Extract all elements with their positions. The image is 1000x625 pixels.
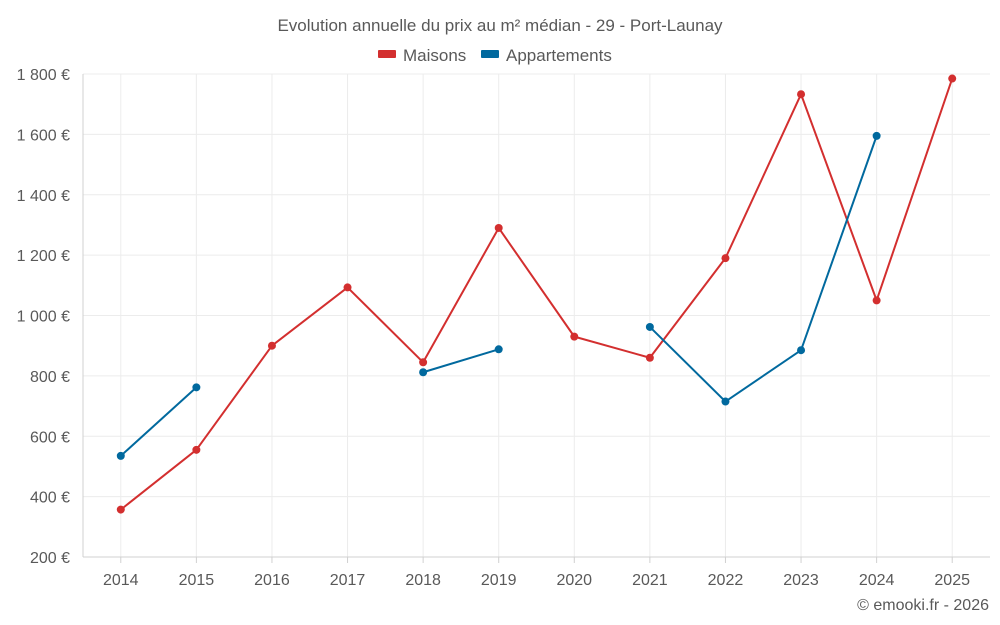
data-point-appartements[interactable] xyxy=(116,451,125,460)
y-tick-label: 1 000 € xyxy=(17,309,70,326)
data-point-maisons[interactable] xyxy=(645,353,654,362)
data-point-maisons[interactable] xyxy=(116,505,125,514)
x-tick-label: 2018 xyxy=(405,572,441,589)
x-tick-label: 2017 xyxy=(330,572,366,589)
series-line-appartements xyxy=(422,348,499,374)
data-point-appartements[interactable] xyxy=(797,346,806,355)
y-tick-label: 1 400 € xyxy=(17,188,70,205)
x-tick-label: 2022 xyxy=(708,572,744,589)
series-appartements xyxy=(116,131,881,460)
data-point-appartements[interactable] xyxy=(645,322,654,331)
chart-title: Evolution annuelle du prix au m² médian … xyxy=(277,16,723,35)
data-point-maisons[interactable] xyxy=(570,332,579,341)
x-tick-label: 2014 xyxy=(103,572,139,589)
series-maisons xyxy=(116,74,957,514)
data-point-appartements[interactable] xyxy=(419,368,428,377)
axes: 200 € 400 € 600 € 800 € 1 000 € 1 200 € 1 400 … xyxy=(17,67,990,589)
legend-item-appartements[interactable]: Appartements xyxy=(481,46,612,65)
x-tick-label: 2025 xyxy=(934,572,970,589)
x-tick-label: 2021 xyxy=(632,572,668,589)
data-point-maisons[interactable] xyxy=(419,358,428,367)
data-point-appartements[interactable] xyxy=(494,345,503,354)
y-tick-label: 200 € xyxy=(30,550,70,567)
legend-label-maisons: Maisons xyxy=(403,46,466,65)
x-tick-label: 2024 xyxy=(859,572,895,589)
data-point-appartements[interactable] xyxy=(721,397,730,406)
data-point-maisons[interactable] xyxy=(721,254,730,263)
data-point-maisons[interactable] xyxy=(494,223,503,232)
x-tick-label: 2019 xyxy=(481,572,517,589)
data-point-maisons[interactable] xyxy=(343,283,352,292)
series-line-appartements xyxy=(649,135,878,403)
y-tick-label: 800 € xyxy=(30,369,70,386)
data-point-appartements[interactable] xyxy=(192,383,201,392)
x-tick-label: 2015 xyxy=(179,572,215,589)
series xyxy=(116,74,957,514)
y-tick-label: 1 600 € xyxy=(17,127,70,144)
legend-label-appartements: Appartements xyxy=(506,46,612,65)
x-tick-label: 2016 xyxy=(254,572,290,589)
y-tick-label: 600 € xyxy=(30,429,70,446)
legend: Maisons Appartements xyxy=(378,46,612,65)
copyright-text: © emooki.fr - 2026 xyxy=(857,597,989,614)
data-point-appartements[interactable] xyxy=(872,131,881,140)
y-tick-label: 400 € xyxy=(30,490,70,507)
data-point-maisons[interactable] xyxy=(797,90,806,99)
data-point-maisons[interactable] xyxy=(948,74,957,83)
x-tick-label: 2023 xyxy=(783,572,819,589)
data-point-maisons[interactable] xyxy=(192,445,201,454)
y-tick-label: 1 200 € xyxy=(17,248,70,265)
legend-item-maisons[interactable]: Maisons xyxy=(378,46,466,65)
grid xyxy=(83,73,990,557)
x-tick-label: 2020 xyxy=(556,572,592,589)
legend-swatch-appartements xyxy=(481,50,499,58)
data-point-maisons[interactable] xyxy=(267,341,276,350)
series-line-appartements xyxy=(120,386,198,457)
series-line-maisons xyxy=(120,78,954,511)
legend-swatch-maisons xyxy=(378,50,396,58)
y-tick-label: 1 800 € xyxy=(17,67,70,84)
data-point-maisons[interactable] xyxy=(872,296,881,305)
